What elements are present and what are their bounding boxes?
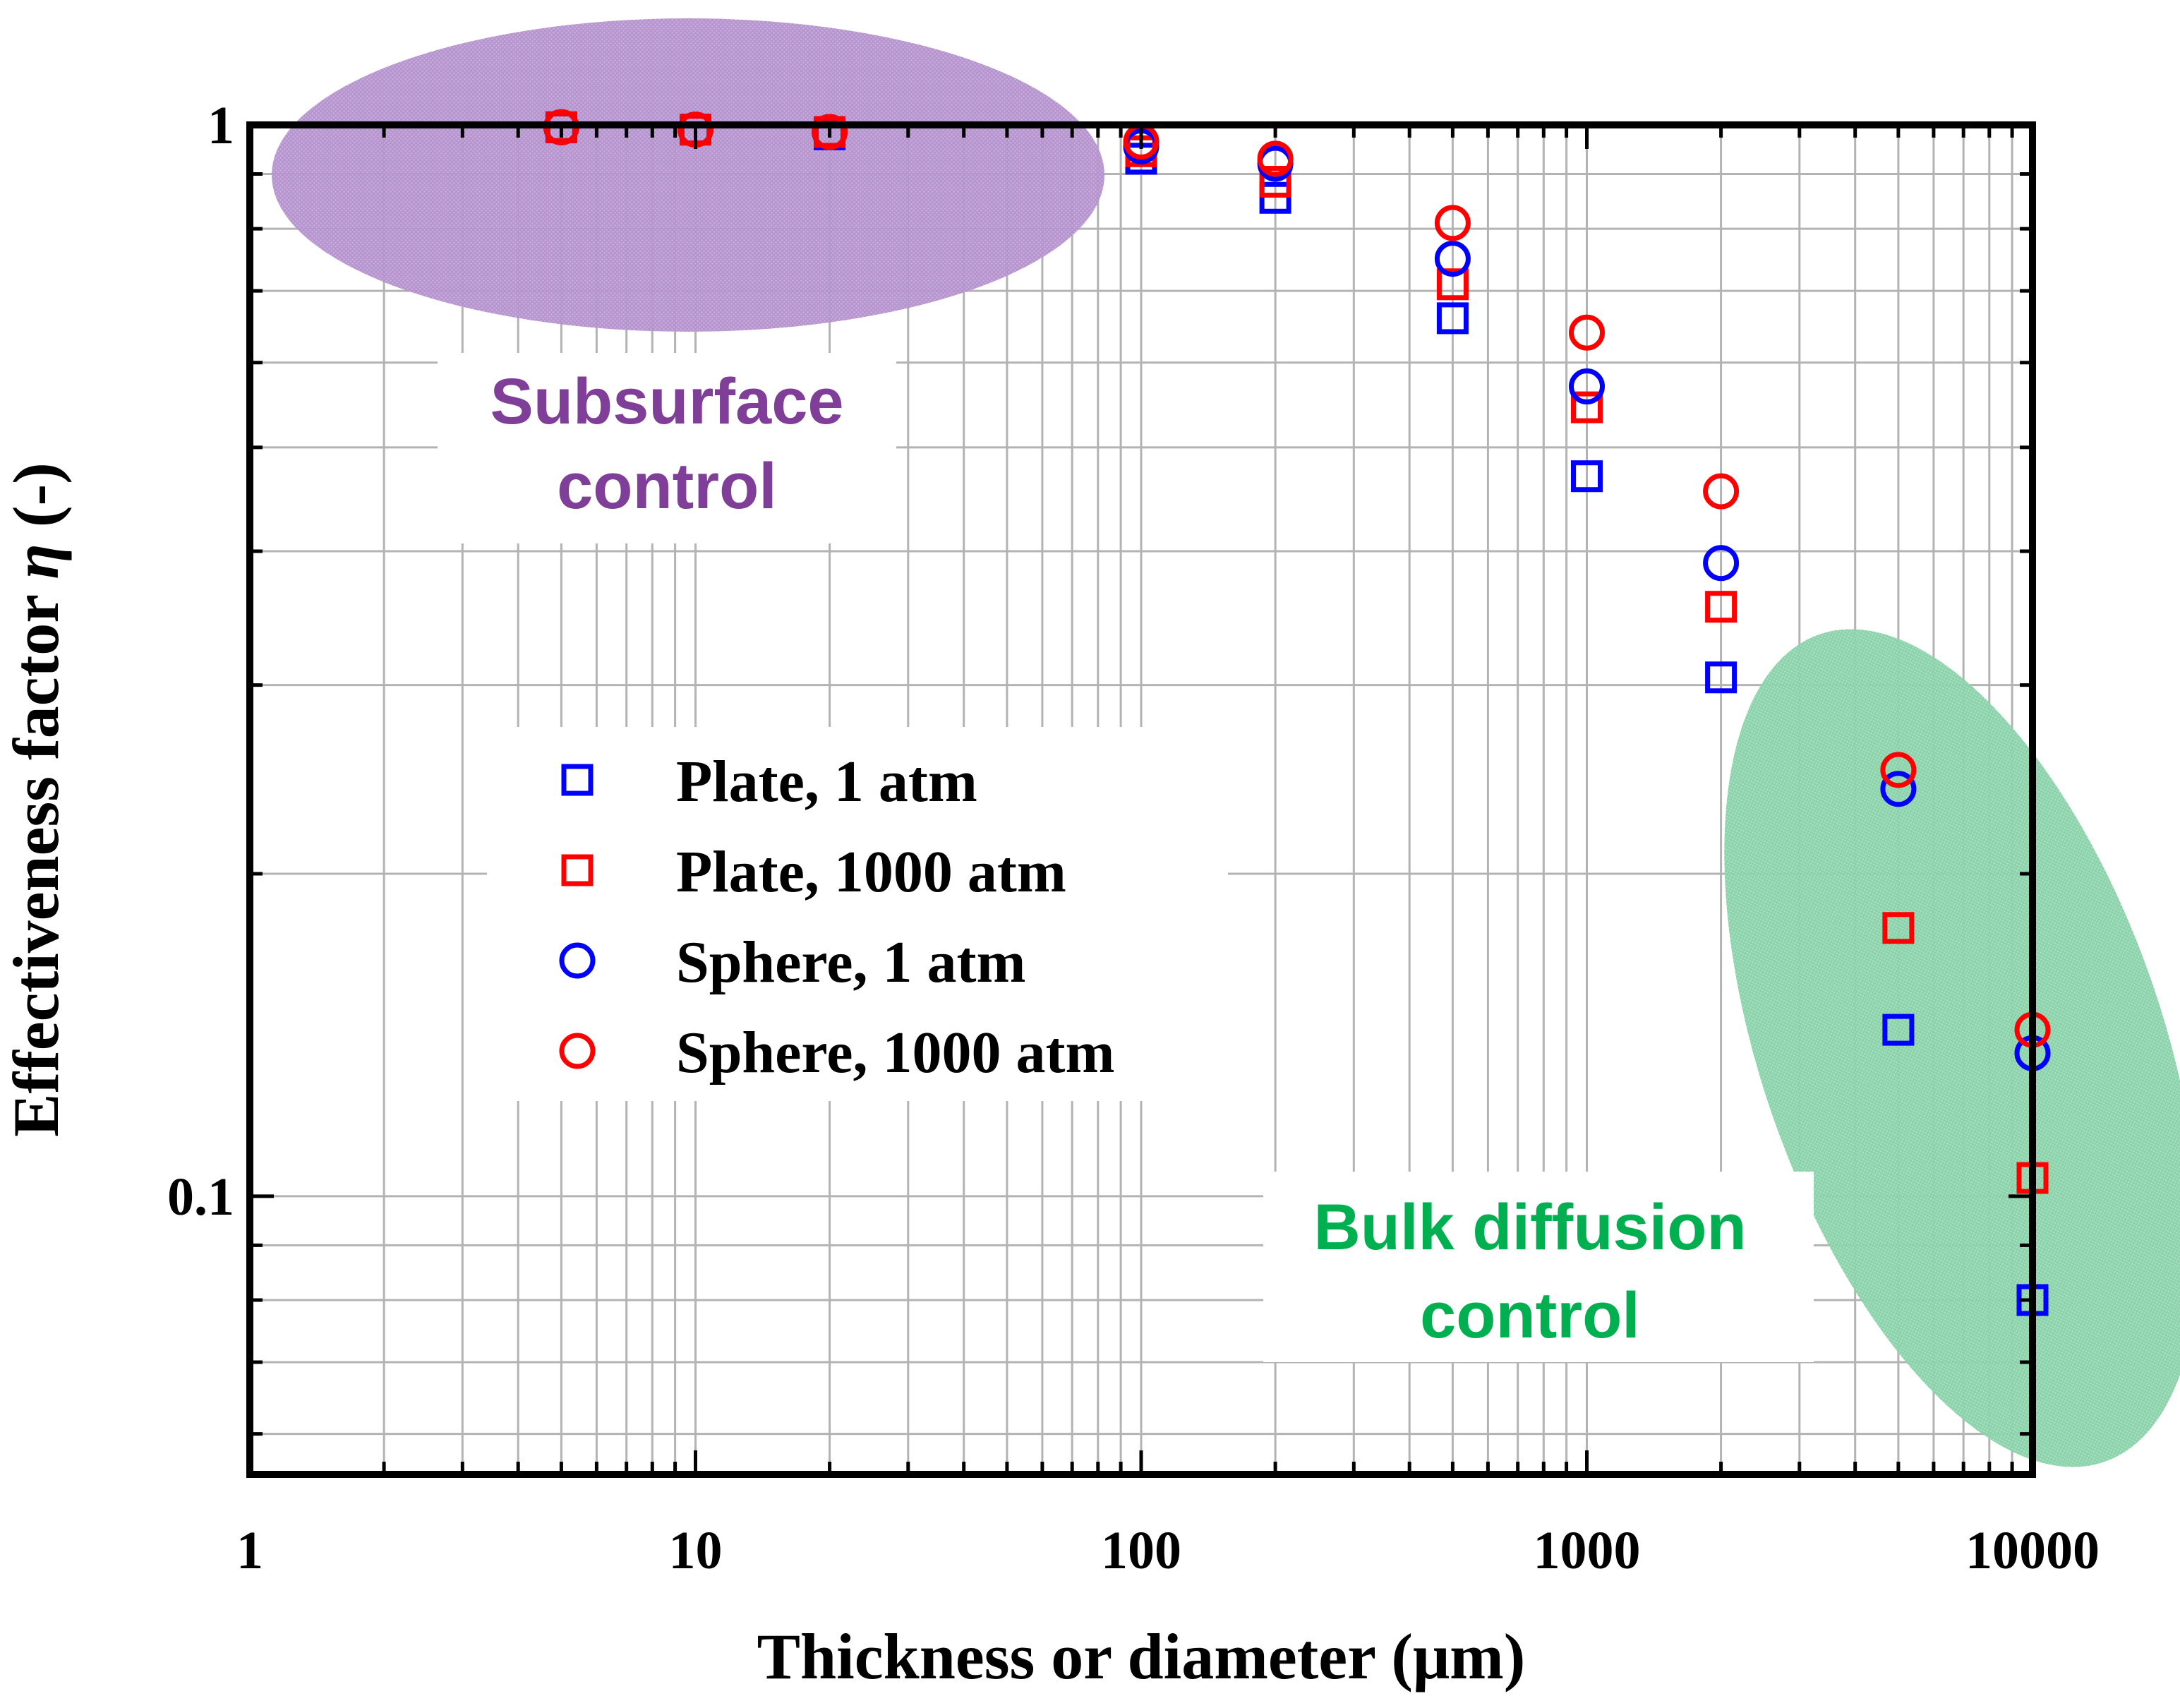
x-tick-label: 10 [669,1521,723,1580]
circle-marker [1880,752,1917,788]
y-axis-unit: (-) [0,462,72,527]
legend-label: Sphere, 1000 atm [676,1020,1114,1085]
legend: Plate, 1 atm Plate, 1000 atm Sphere, 1 atm… [559,749,1114,1085]
x-tick-label: 100 [1101,1521,1181,1580]
legend-label: Sphere, 1 atm [676,930,1025,995]
y-axis-title: Effectiveness factor η (-) [0,462,72,1137]
subsurface-label-line2: control [557,450,777,522]
circle-marker [812,114,848,150]
circle-marker [1703,473,1740,510]
bulk-label-line2: control [1420,1280,1640,1352]
circle-marker [1434,205,1471,241]
bulk-label-bg [1263,1172,1814,1362]
square-marker [1705,661,1738,694]
y-axis-title-text: Effectiveness factor [0,596,72,1137]
x-tick-label: 1 [236,1521,263,1580]
y-tick-label: 1 [207,96,234,155]
square-marker [1571,391,1603,423]
circle-marker [1434,241,1471,277]
circle-marker [1569,314,1605,351]
subsurface-label-bg [438,353,896,543]
subsurface-region [272,18,1104,332]
square-marker [1436,302,1469,335]
square-marker [1571,460,1603,493]
circle-marker [1703,545,1740,582]
axis-ticks: 1 10 100 1000 10000 0.1 1 [167,96,2100,1580]
legend-box [487,727,1228,1101]
bulk-diffusion-region [1724,629,2180,1467]
circle-marker [1880,771,1917,807]
legend-marker [561,764,594,796]
legend-label: Plate, 1000 atm [676,839,1066,905]
circle-marker [1569,368,1605,405]
y-tick-label: 0.1 [167,1167,234,1227]
square-marker [1705,591,1738,623]
bulk-label-line1: Bulk diffusion [1313,1191,1746,1263]
x-tick-label: 10000 [1965,1521,2100,1580]
circle-marker [1257,140,1294,177]
subsurface-label-line1: Subsurface [490,366,843,438]
square-marker [1259,181,1291,214]
square-marker [1259,166,1291,198]
square-marker [1882,1014,1915,1046]
x-axis-title: Thickness or diameter (μm) [757,1620,1526,1692]
legend-marker [561,854,594,886]
legend-label: Plate, 1 atm [676,749,977,814]
square-marker [1882,912,1915,944]
square-marker [1436,268,1469,301]
y-axis-symbol: η [0,543,72,579]
x-tick-label: 1000 [1534,1521,1641,1580]
legend-marker [559,942,596,979]
legend-marker [559,1033,596,1069]
